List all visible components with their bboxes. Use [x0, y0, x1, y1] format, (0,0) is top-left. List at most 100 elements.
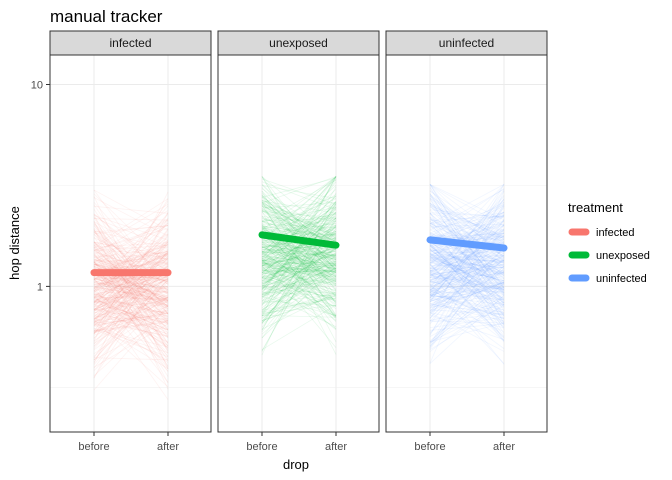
individual-line — [429, 229, 505, 272]
individual-line — [261, 275, 337, 296]
individual-line — [429, 253, 505, 273]
individual-line — [93, 274, 169, 361]
individual-line — [429, 259, 505, 315]
individual-line — [93, 278, 169, 288]
facet-strip — [385, 30, 548, 56]
individual-line — [261, 292, 337, 330]
legend-label: infected — [596, 227, 635, 239]
individual-line — [261, 291, 337, 317]
individual-line — [429, 247, 505, 319]
individual-line — [429, 281, 505, 290]
individual-line — [261, 259, 337, 348]
individual-line — [93, 300, 169, 311]
individual-line — [429, 233, 505, 283]
individual-line — [429, 184, 505, 225]
individual-line — [429, 216, 505, 253]
individual-line — [93, 244, 169, 362]
individual-line — [429, 193, 505, 312]
individual-line — [261, 225, 337, 237]
individual-line — [261, 248, 337, 296]
individual-line — [429, 204, 505, 295]
individual-line — [93, 272, 169, 314]
individual-line — [93, 357, 169, 361]
individual-line — [93, 297, 169, 331]
individual-line — [261, 304, 337, 351]
individual-line — [429, 245, 505, 350]
individual-line — [93, 296, 169, 326]
individual-line — [261, 232, 337, 297]
individual-line — [93, 285, 169, 314]
individual-line — [429, 212, 505, 224]
individual-line — [261, 226, 337, 330]
individual-line — [93, 307, 169, 343]
individual-line — [261, 244, 337, 307]
individual-line — [261, 262, 337, 292]
individual-line — [429, 252, 505, 306]
individual-line — [429, 273, 505, 291]
individual-line — [261, 192, 337, 356]
individual-line — [93, 285, 169, 301]
individual-line — [429, 298, 505, 332]
individual-line — [93, 233, 169, 379]
individual-line — [261, 262, 337, 282]
individual-line — [261, 252, 337, 310]
individual-line — [93, 309, 169, 328]
individual-line — [429, 256, 505, 309]
legend-label: uninfected — [596, 273, 647, 285]
individual-line — [429, 184, 505, 240]
individual-line — [93, 322, 169, 361]
individual-line — [429, 312, 505, 352]
individual-line — [261, 243, 337, 260]
individual-line — [261, 270, 337, 335]
individual-line — [93, 278, 169, 321]
individual-line — [93, 205, 169, 214]
individual-line — [429, 274, 505, 290]
individual-line — [429, 261, 505, 273]
individual-line — [261, 259, 337, 267]
individual-line — [93, 233, 169, 296]
individual-line — [261, 276, 337, 329]
individual-line — [261, 245, 337, 283]
individual-line — [429, 235, 505, 277]
individual-line — [93, 286, 169, 301]
individual-line — [429, 264, 505, 266]
x-axis-title: drop — [283, 457, 309, 472]
individual-line — [261, 260, 337, 266]
individual-line — [93, 251, 169, 334]
individual-line — [261, 218, 337, 288]
individual-line — [93, 319, 169, 361]
individual-line — [429, 218, 505, 239]
individual-line — [93, 254, 169, 267]
individual-line — [261, 265, 337, 301]
individual-line — [429, 244, 505, 293]
individual-line — [93, 293, 169, 328]
individual-line — [93, 253, 169, 318]
individual-line — [261, 202, 337, 248]
individual-line — [261, 218, 337, 234]
individual-line — [93, 329, 169, 358]
individual-line — [429, 303, 505, 315]
individual-line — [429, 316, 505, 329]
individual-line — [429, 205, 505, 237]
individual-line — [429, 215, 505, 241]
x-tick-label: before — [78, 441, 109, 453]
individual-line — [93, 223, 169, 305]
individual-line — [93, 256, 169, 311]
individual-line — [261, 250, 337, 265]
individual-line — [429, 194, 505, 271]
individual-line — [429, 245, 505, 301]
individual-line — [429, 279, 505, 342]
individual-line — [261, 253, 337, 278]
individual-line — [429, 206, 505, 261]
individual-line — [261, 235, 337, 322]
individual-line — [93, 243, 169, 318]
individual-line — [261, 198, 337, 229]
individual-line — [429, 214, 505, 229]
individual-line — [261, 216, 337, 352]
individual-line — [429, 261, 505, 283]
individual-line — [93, 297, 169, 335]
individual-line — [261, 236, 337, 260]
individual-line — [429, 260, 505, 276]
individual-line — [261, 252, 337, 301]
legend-item-infected: infected — [568, 227, 635, 239]
